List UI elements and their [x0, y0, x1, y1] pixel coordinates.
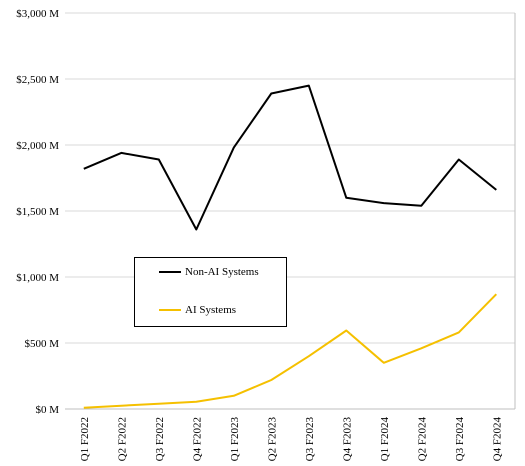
x-tick-label: Q3 F2022 [154, 417, 166, 461]
x-tick-label: Q1 F2024 [379, 417, 391, 462]
x-tick-label: Q4 F2023 [341, 417, 353, 462]
series-line-non-ai-systems [83, 84, 497, 231]
y-tick-label: $2,500 M [16, 74, 59, 86]
x-tick-label: Q1 F2023 [229, 417, 241, 462]
series-lines [83, 84, 498, 409]
legend-item-non-ai: Non-AI Systems [159, 264, 259, 280]
x-tick-label: Q3 F2023 [304, 417, 316, 462]
legend: Non-AI Systems AI Systems [134, 257, 287, 327]
x-tick-label: Q4 F2024 [491, 417, 503, 462]
y-tick-label: $2,000 M [16, 140, 59, 152]
x-tick-label: Q2 F2023 [266, 417, 278, 462]
x-tick-label: Q1 F2022 [79, 417, 91, 461]
y-axis-tick-labels: $0 M $500 M $1,000 M $1,500 M $2,000 M $2,500… [16, 8, 59, 416]
x-tick-label: Q2 F2022 [116, 417, 128, 461]
x-tick-label: Q3 F2024 [454, 417, 466, 462]
x-tick-label: Q2 F2024 [416, 417, 428, 462]
legend-item-ai: AI Systems [159, 302, 236, 318]
legend-swatch-ai [159, 309, 181, 311]
y-tick-label: $1,500 M [16, 206, 59, 218]
y-tick-label: $3,000 M [16, 8, 59, 20]
x-tick-label: Q4 F2022 [191, 417, 203, 461]
x-axis-tick-labels: Q1 F2022 Q2 F2022 Q3 F2022 Q4 F2022 Q1 F2023… [79, 417, 504, 462]
axes [65, 13, 516, 410]
series-line-ai-systems [83, 293, 498, 409]
legend-label-ai: AI Systems [185, 304, 237, 316]
legend-label-non-ai: Non-AI Systems [185, 266, 259, 278]
y-tick-label: $0 M [35, 404, 59, 416]
gridlines [65, 12, 515, 344]
y-tick-label: $500 M [24, 338, 59, 350]
legend-swatch-non-ai [159, 271, 181, 273]
y-tick-label: $1,000 M [16, 272, 59, 284]
